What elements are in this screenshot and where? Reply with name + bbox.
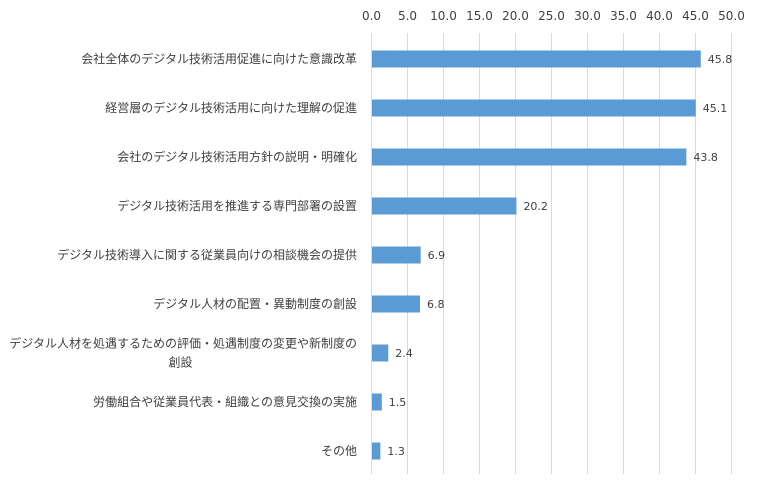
category-label: 会社全体のデジタル技術活用促進に向けた意識改革 — [81, 51, 357, 66]
bar — [372, 148, 687, 166]
gridlines — [371, 33, 732, 474]
bar — [372, 246, 421, 264]
bar — [372, 442, 381, 460]
value-label: 2.4 — [395, 347, 413, 360]
value-label: 1.5 — [389, 396, 407, 409]
category-label: デジタル技術導入に関する従業員向けの相談機会の提供 — [57, 247, 357, 262]
bar — [372, 393, 382, 411]
category-label: その他 — [321, 444, 357, 458]
value-labels: 45.8 45.1 43.8 20.2 6.9 6.8 2.4 1.5 1.3 — [387, 53, 732, 458]
category-label: 会社のデジタル技術活用方針の説明・明確化 — [117, 149, 357, 164]
bar — [372, 344, 389, 362]
value-label: 45.1 — [703, 102, 728, 115]
value-label: 6.8 — [427, 298, 445, 311]
bar — [372, 99, 696, 117]
x-tick-label: 5.0 — [398, 9, 417, 23]
x-tick-label: 15.0 — [466, 9, 493, 23]
category-label: デジタル技術活用を推進する専門部署の設置 — [117, 198, 357, 213]
category-label: デジタル人材の配置・異動制度の創設 — [153, 296, 357, 311]
bars — [372, 50, 701, 460]
x-tick-label: 40.0 — [646, 9, 673, 23]
x-tick-label: 30.0 — [574, 9, 601, 23]
x-tick-label: 25.0 — [538, 9, 565, 23]
value-label: 45.8 — [708, 53, 733, 66]
x-tick-label: 0.0 — [362, 9, 381, 23]
x-tick-label: 20.0 — [502, 9, 529, 23]
x-tick-label: 45.0 — [682, 9, 709, 23]
x-tick-label: 35.0 — [610, 9, 637, 23]
value-label: 1.3 — [387, 445, 405, 458]
category-label: 創設 — [169, 355, 193, 370]
category-label: 労働組合や従業員代表・組織との意見交換の実施 — [93, 394, 357, 409]
value-label: 20.2 — [523, 200, 548, 213]
value-label: 43.8 — [693, 151, 718, 164]
x-tick-label: 10.0 — [430, 9, 457, 23]
category-labels: 会社全体のデジタル技術活用促進に向けた意識改革経営層のデジタル技術活用に向けた理… — [9, 51, 357, 458]
bar — [372, 50, 701, 68]
bar — [372, 197, 517, 215]
x-tick-label: 50.0 — [718, 9, 745, 23]
bar — [372, 295, 420, 313]
x-axis-ticks: 0.0 5.0 10.0 15.0 20.0 25.0 30.0 35.0 40.0 45.0 50… — [362, 9, 745, 23]
category-label: 経営層のデジタル技術活用に向けた理解の促進 — [105, 100, 357, 115]
value-label: 6.9 — [428, 249, 446, 262]
category-label: デジタル人材を処遇するための評価・処遇制度の変更や新制度の — [9, 336, 357, 351]
